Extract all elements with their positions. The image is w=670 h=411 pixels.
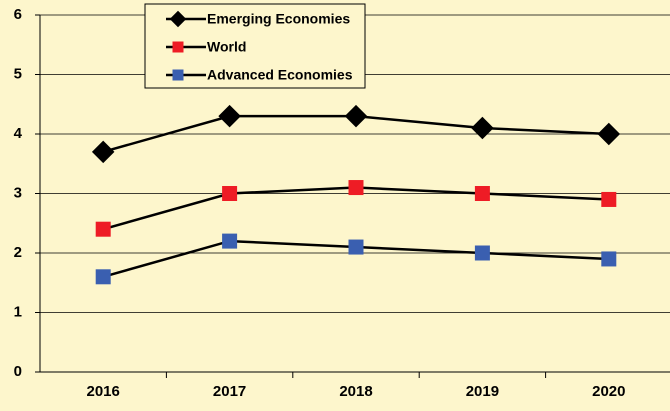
marker [348,239,364,255]
marker [601,191,617,207]
marker [474,245,490,261]
marker [474,186,490,201]
legend-label: Advanced Economies [207,67,353,83]
marker [218,104,241,128]
legend-label: World [207,39,246,55]
marker [601,251,617,267]
marker [471,116,494,140]
y-tick-label: 6 [14,6,22,23]
marker [344,104,368,128]
legend-label: Emerging Economies [207,11,350,27]
y-tick-label: 5 [14,65,22,82]
marker [222,186,238,201]
legend: Emerging Economies World Advanced Economie… [144,3,366,89]
y-tick-label: 3 [14,184,22,201]
y-tick-label: 2 [14,244,22,261]
y-tick-label: 0 [14,363,22,380]
x-tick-label: 2017 [213,383,246,400]
y-tick-label: 4 [14,125,23,142]
marker [91,140,115,164]
x-tick-label: 2019 [466,383,499,400]
marker [172,69,184,81]
marker [169,10,187,28]
marker [172,41,184,53]
y-tick-label: 1 [14,303,22,320]
x-tick-label: 2018 [339,383,372,400]
marker [597,122,621,146]
marker [348,180,364,196]
marker [95,269,111,285]
x-tick-label: 2016 [87,383,120,400]
marker [222,233,238,249]
marker [95,221,111,237]
x-tick-label: 2020 [592,383,625,400]
